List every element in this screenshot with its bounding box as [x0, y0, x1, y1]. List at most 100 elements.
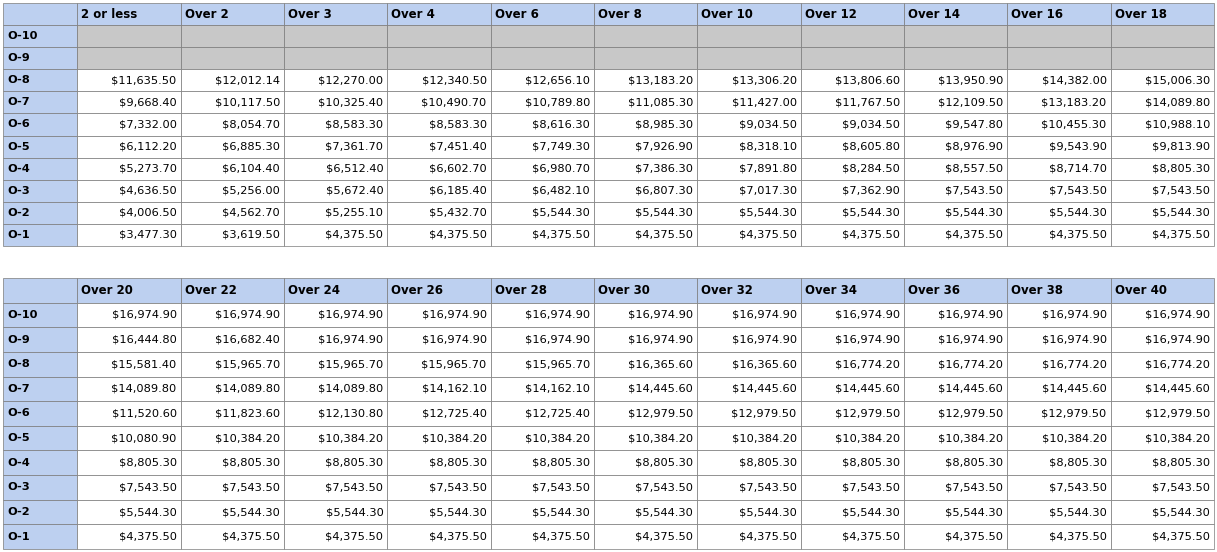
Bar [594, 136, 697, 158]
Bar [1111, 475, 1215, 500]
Bar [490, 202, 594, 224]
Text: $7,543.50: $7,543.50 [946, 482, 1003, 492]
Bar [490, 136, 594, 158]
Text: $5,256.00: $5,256.00 [223, 186, 280, 196]
Text: $12,979.50: $12,979.50 [1145, 408, 1210, 418]
Text: $10,384.20: $10,384.20 [1042, 433, 1106, 443]
Text: $15,965.70: $15,965.70 [421, 359, 487, 369]
Bar [180, 450, 284, 475]
Text: $16,974.90: $16,974.90 [112, 310, 176, 320]
Text: $4,375.50: $4,375.50 [635, 230, 694, 240]
Text: $8,805.30: $8,805.30 [325, 458, 383, 468]
Text: $13,183.20: $13,183.20 [1042, 97, 1106, 108]
Text: Over 24: Over 24 [288, 284, 340, 297]
Bar [387, 158, 490, 180]
Bar [284, 92, 387, 114]
Bar [284, 401, 387, 426]
Text: $3,619.50: $3,619.50 [221, 230, 280, 240]
Text: $8,714.70: $8,714.70 [1049, 164, 1106, 174]
Bar [697, 180, 801, 202]
Bar [2, 327, 78, 352]
Bar [2, 114, 78, 136]
Bar [697, 224, 801, 246]
Bar [1111, 376, 1215, 401]
Bar [904, 352, 1008, 376]
Text: Over 30: Over 30 [598, 284, 650, 297]
Bar [1111, 302, 1215, 327]
Text: Over 12: Over 12 [804, 8, 857, 20]
Bar [801, 327, 904, 352]
Bar [594, 180, 697, 202]
Text: $8,985.30: $8,985.30 [635, 119, 694, 130]
Text: $7,543.50: $7,543.50 [428, 482, 487, 492]
Bar [490, 352, 594, 376]
Text: $8,805.30: $8,805.30 [946, 458, 1003, 468]
Text: $6,185.40: $6,185.40 [428, 186, 487, 196]
Bar [697, 3, 801, 25]
Text: $12,979.50: $12,979.50 [1042, 408, 1106, 418]
Bar [594, 69, 697, 92]
Bar [78, 69, 180, 92]
Text: $16,774.20: $16,774.20 [938, 359, 1003, 369]
Bar [801, 25, 904, 47]
Text: $4,375.50: $4,375.50 [428, 230, 487, 240]
Text: $8,805.30: $8,805.30 [739, 458, 797, 468]
Bar [904, 47, 1008, 69]
Bar [1008, 136, 1111, 158]
Text: Over 16: Over 16 [1011, 8, 1064, 20]
Text: $4,636.50: $4,636.50 [119, 186, 176, 196]
Bar [697, 25, 801, 47]
Text: Over 40: Over 40 [1115, 284, 1167, 297]
Bar [594, 92, 697, 114]
Bar [697, 136, 801, 158]
Bar [904, 302, 1008, 327]
Text: $7,543.50: $7,543.50 [1152, 186, 1210, 196]
Bar [904, 69, 1008, 92]
Text: $16,974.90: $16,974.90 [1145, 310, 1210, 320]
Bar [490, 69, 594, 92]
Bar [180, 475, 284, 500]
Text: Over 34: Over 34 [804, 284, 857, 297]
Text: $6,885.30: $6,885.30 [221, 142, 280, 152]
Text: $10,384.20: $10,384.20 [525, 433, 590, 443]
Text: O-1: O-1 [7, 532, 29, 542]
Text: $14,089.80: $14,089.80 [1145, 97, 1210, 108]
Bar [387, 47, 490, 69]
Text: $16,974.90: $16,974.90 [1145, 335, 1210, 344]
Text: $5,544.30: $5,544.30 [1152, 507, 1210, 517]
Text: Over 3: Over 3 [288, 8, 332, 20]
Text: $13,183.20: $13,183.20 [628, 75, 694, 86]
Text: $10,384.20: $10,384.20 [421, 433, 487, 443]
Text: $8,805.30: $8,805.30 [842, 458, 901, 468]
Bar [801, 524, 904, 549]
Text: $16,974.90: $16,974.90 [731, 335, 797, 344]
Text: $10,384.20: $10,384.20 [319, 433, 383, 443]
Text: $16,774.20: $16,774.20 [1042, 359, 1106, 369]
Text: $4,375.50: $4,375.50 [946, 230, 1003, 240]
Text: $4,375.50: $4,375.50 [842, 230, 901, 240]
Bar [801, 47, 904, 69]
Text: O-5: O-5 [7, 433, 29, 443]
Text: $3,477.30: $3,477.30 [119, 230, 176, 240]
Bar [697, 500, 801, 524]
Bar [697, 426, 801, 450]
Bar [78, 92, 180, 114]
Bar [697, 302, 801, 327]
Bar [904, 180, 1008, 202]
Bar [1111, 224, 1215, 246]
Bar [78, 3, 180, 25]
Bar [697, 450, 801, 475]
Text: Over 6: Over 6 [494, 8, 539, 20]
Bar [2, 450, 78, 475]
Bar [78, 450, 180, 475]
Bar [1008, 450, 1111, 475]
Bar [904, 426, 1008, 450]
Bar [387, 180, 490, 202]
Text: $6,602.70: $6,602.70 [428, 164, 487, 174]
Bar [78, 401, 180, 426]
Text: $7,543.50: $7,543.50 [1152, 482, 1210, 492]
Text: $4,375.50: $4,375.50 [428, 532, 487, 542]
Bar [904, 500, 1008, 524]
Text: Over 38: Over 38 [1011, 284, 1064, 297]
Bar [594, 224, 697, 246]
